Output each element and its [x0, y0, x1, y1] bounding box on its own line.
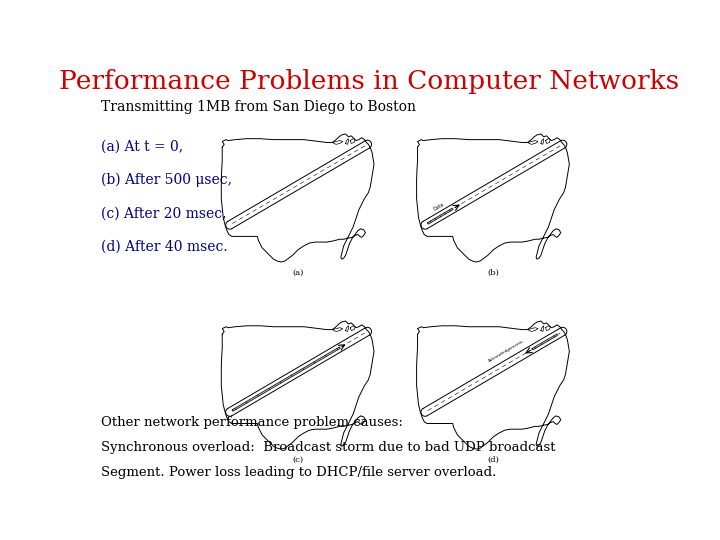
- Text: Performance Problems in Computer Networks: Performance Problems in Computer Network…: [59, 69, 679, 94]
- Text: (d) After 40 msec.: (d) After 40 msec.: [101, 239, 228, 253]
- Text: Segment. Power loss leading to DHCP/file server overload.: Segment. Power loss leading to DHCP/file…: [101, 466, 497, 479]
- Text: (b) After 500 μsec,: (b) After 500 μsec,: [101, 173, 232, 187]
- Text: (c) After 20 msec,: (c) After 20 msec,: [101, 206, 227, 220]
- Text: Transmitting 1MB from San Diego to Boston: Transmitting 1MB from San Diego to Bosto…: [101, 100, 416, 114]
- Text: Synchronous overload:  Broadcast storm due to bad UDP broadcast: Synchronous overload: Broadcast storm du…: [101, 441, 556, 454]
- Text: (a) At t = 0,: (a) At t = 0,: [101, 140, 184, 154]
- Text: Other network performance problem causes:: Other network performance problem causes…: [101, 416, 403, 429]
